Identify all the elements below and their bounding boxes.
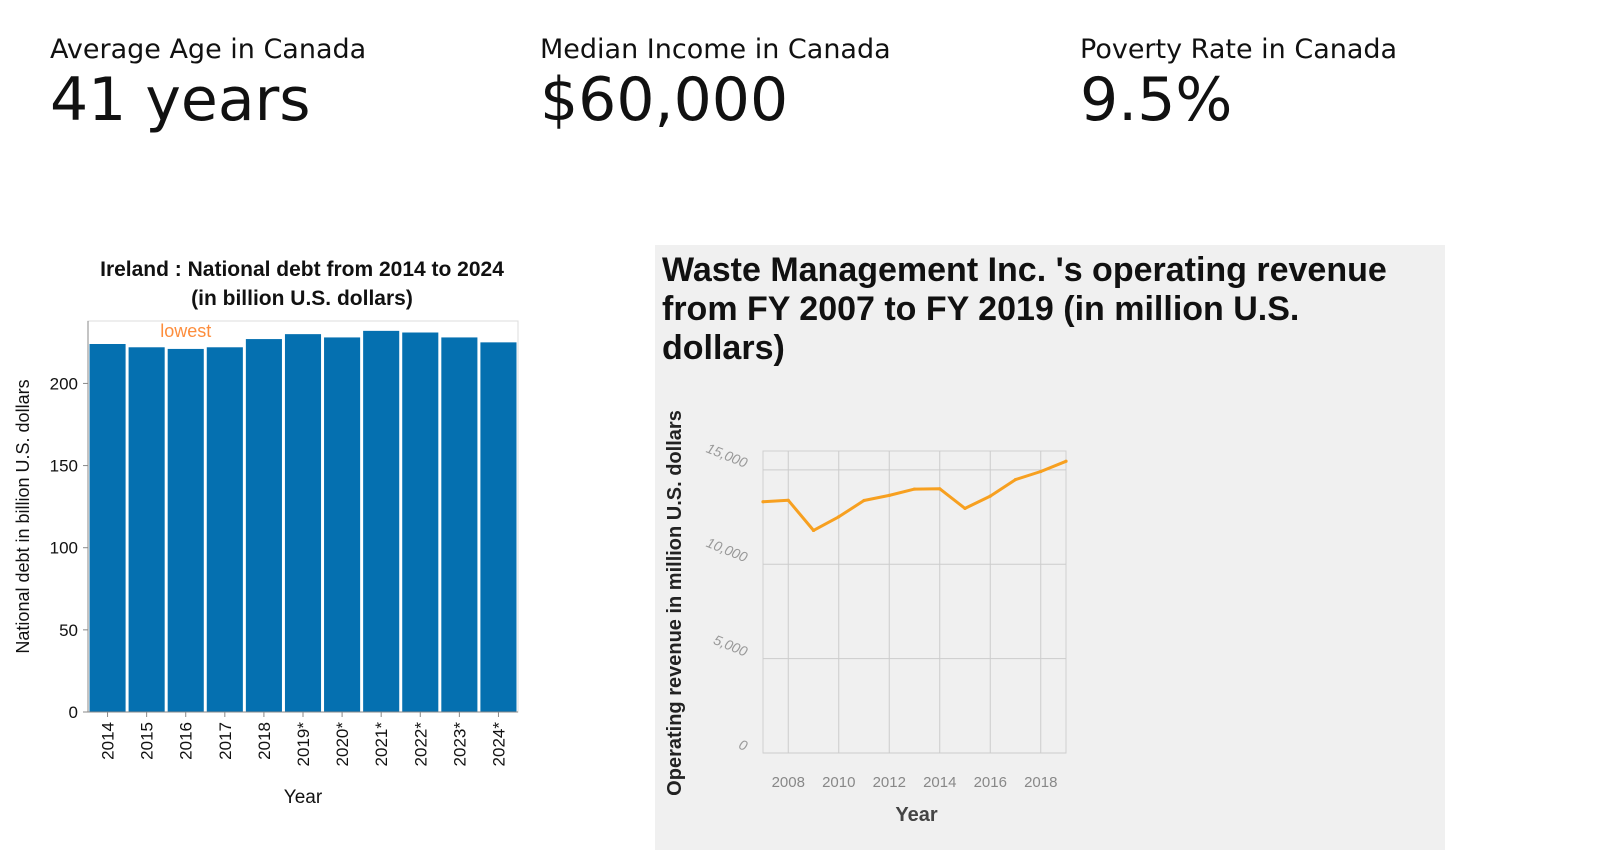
bar: [206, 347, 243, 712]
y-tick-label: 100: [50, 539, 78, 558]
kpi-label: Poverty Rate in Canada: [1080, 34, 1398, 65]
x-tick-label: 2015: [138, 722, 157, 760]
kpi-label: Median Income in Canada: [540, 34, 891, 65]
kpi-value: 9.5%: [1080, 65, 1233, 135]
x-tick-label: 2021*: [372, 722, 391, 767]
chart-title-line: from FY 2007 to FY 2019 (in million U.S.: [662, 290, 1299, 328]
y-tick-label: 5,000: [711, 631, 750, 659]
x-tick-label: 2020*: [333, 722, 352, 767]
annotation-lowest: lowest: [160, 321, 211, 341]
x-axis-label: Year: [895, 804, 937, 826]
y-tick-label: 200: [50, 374, 78, 393]
y-tick-label: 50: [59, 621, 78, 640]
x-tick-label: 2016: [974, 774, 1007, 791]
data-point: [963, 506, 967, 510]
data-point: [761, 500, 765, 504]
y-tick-label: 0: [69, 703, 78, 722]
data-point: [988, 494, 992, 498]
ireland-debt-bar-chart: Ireland : National debt from 2014 to 202…: [13, 258, 519, 808]
data-point: [786, 498, 790, 502]
bar: [402, 332, 439, 712]
data-point: [862, 498, 866, 503]
bar: [441, 337, 478, 712]
data-point: [1013, 477, 1018, 482]
x-tick-label: 2012: [873, 774, 906, 791]
data-point: [1064, 459, 1068, 463]
waste-management-line-chart: Waste Management Inc. 's operating reven…: [662, 251, 1387, 826]
x-tick-label: 2022*: [411, 722, 430, 767]
kpi-average-age: Average Age in Canada 41 years: [50, 32, 366, 132]
x-tick-label: 2010: [822, 774, 855, 791]
x-tick-label: 2023*: [450, 722, 469, 767]
x-tick-label: 2019*: [294, 722, 313, 767]
bar: [480, 342, 517, 712]
y-tick-label: 10,000: [704, 534, 750, 565]
bar: [128, 347, 165, 712]
kpi-poverty-rate: Poverty Rate in Canada 9.5%: [1080, 32, 1397, 132]
chart-title-line: Waste Management Inc. 's operating reven…: [662, 251, 1387, 289]
data-point: [1039, 469, 1043, 474]
bar: [245, 339, 282, 712]
y-tick-label: 0: [737, 736, 750, 754]
plot-frame: [762, 450, 1067, 754]
y-tick-label: 15,000: [704, 440, 750, 471]
data-point: [938, 487, 942, 491]
data-point: [912, 487, 917, 491]
waste-management-chart-panel: Waste Management Inc. 's operating reven…: [655, 245, 1445, 850]
data-point: [887, 493, 891, 497]
bar: [89, 344, 126, 712]
x-tick-label: 2024*: [489, 722, 508, 767]
revenue-line: [762, 459, 1067, 532]
x-tick-label: 2008: [772, 774, 805, 791]
x-axis-label: Year: [284, 787, 323, 808]
x-tick-label: 2014: [99, 722, 118, 760]
data-point: [837, 515, 841, 519]
x-tick-label: 2018: [255, 722, 274, 760]
data-point: [811, 528, 816, 533]
x-tick-label: 2016: [177, 722, 196, 760]
bar: [324, 337, 361, 712]
kpi-label: Average Age in Canada: [50, 34, 367, 65]
x-tick-label: 2018: [1024, 774, 1057, 791]
chart-title-line: dollars): [662, 329, 785, 367]
kpi-value: 41 years: [50, 65, 311, 135]
kpi-value: $60,000: [540, 65, 789, 135]
y-tick-label: 150: [50, 457, 78, 476]
y-axis-label: National debt in billion U.S. dollars: [13, 379, 33, 653]
x-tick-label: 2014: [923, 774, 956, 791]
chart-title-line: Ireland : National debt from 2014 to 202…: [100, 258, 504, 281]
x-tick-label: 2017: [216, 722, 235, 760]
kpi-median-income: Median Income in Canada $60,000: [540, 32, 891, 132]
bar: [363, 330, 400, 712]
y-axis-label: Operating revenue in million U.S. dollar…: [664, 410, 686, 796]
bar: [167, 348, 204, 712]
chart-title-line: (in billion U.S. dollars): [191, 287, 413, 310]
bar: [284, 334, 322, 712]
